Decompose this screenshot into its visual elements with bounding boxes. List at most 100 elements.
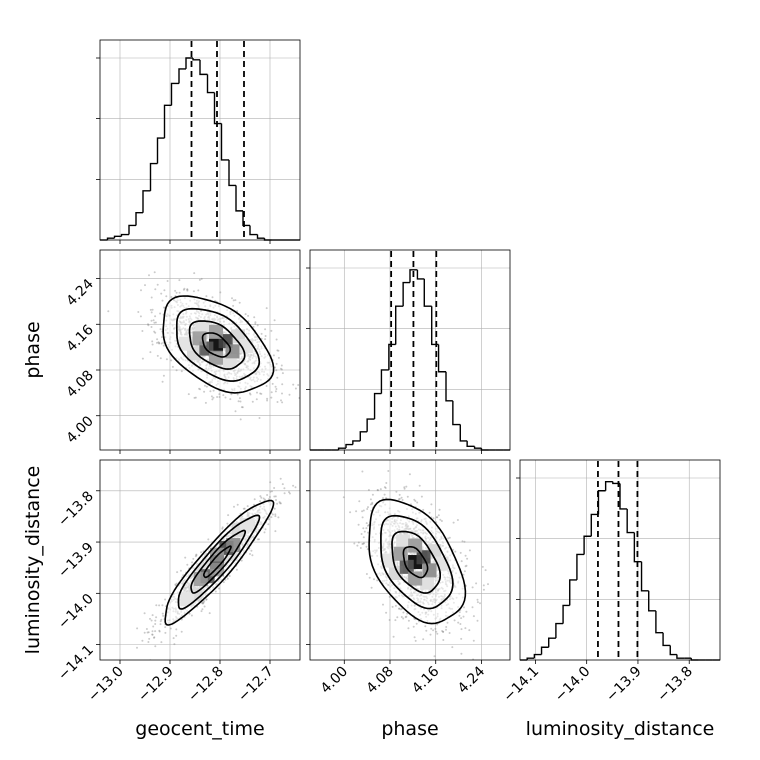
sample-point [279, 502, 282, 505]
density-cell-core [408, 538, 423, 553]
sample-point [222, 581, 225, 584]
histogram-bin [142, 190, 151, 213]
sample-point [204, 384, 206, 387]
sample-point [273, 319, 276, 322]
histogram-bin [640, 561, 649, 592]
histogram-bin [626, 508, 635, 534]
sample-point [163, 289, 166, 292]
histogram-bin [170, 82, 179, 106]
sample-point [362, 527, 365, 530]
sample-point [388, 595, 391, 598]
sample-point [239, 400, 242, 403]
sample-point [229, 398, 232, 401]
sample-point [422, 508, 425, 511]
sample-point [186, 563, 189, 566]
sample-point [227, 514, 230, 517]
sample-point [274, 385, 277, 388]
sample-point [207, 538, 210, 541]
histogram-phase-panel [306, 249, 511, 454]
sample-point [266, 399, 269, 402]
sample-point [212, 396, 215, 399]
sample-point [436, 632, 439, 635]
sample-point [463, 606, 465, 609]
histogram-bin [409, 269, 418, 283]
sample-point [398, 607, 401, 610]
sample-point [232, 304, 235, 307]
sample-point [175, 634, 178, 637]
sample-point [457, 621, 460, 624]
histogram-bin [220, 123, 229, 161]
sample-point [264, 338, 267, 341]
sample-point [385, 497, 388, 500]
sample-point [472, 639, 475, 642]
sample-point [141, 330, 144, 332]
sample-point [402, 617, 405, 620]
histogram-bin [597, 490, 606, 515]
sample-point [479, 602, 481, 605]
sample-point [186, 288, 189, 291]
sample-point [154, 288, 157, 291]
sample-point [368, 576, 371, 579]
sample-point [262, 497, 265, 500]
sample-point [143, 631, 146, 634]
sample-point [260, 496, 263, 499]
sample-point [258, 417, 261, 419]
sample-point [150, 296, 153, 299]
sample-point [458, 611, 461, 614]
sample-point [195, 554, 198, 557]
sample-point [342, 496, 345, 499]
sample-point [255, 398, 258, 401]
sample-point [228, 575, 231, 577]
histogram-bin [113, 235, 122, 239]
sample-point [481, 565, 484, 568]
sample-point [275, 362, 278, 365]
x-axis-label-phase: phase [381, 718, 438, 740]
histogram-bin [604, 480, 613, 491]
sample-point [154, 623, 157, 625]
sample-point [151, 633, 154, 636]
histogram-bin [416, 269, 425, 280]
sample-point [149, 308, 152, 311]
sample-point [249, 553, 251, 555]
sample-point [454, 550, 457, 553]
sample-point [175, 369, 178, 372]
sample-point [146, 631, 149, 634]
sample-point [382, 603, 384, 606]
sample-point [398, 493, 401, 496]
sample-point [270, 391, 273, 394]
sample-point [283, 492, 286, 495]
sample-point [448, 632, 451, 634]
sample-point [471, 586, 474, 589]
sample-point [147, 323, 149, 326]
sample-point [458, 614, 461, 617]
sample-point [226, 522, 229, 525]
sample-point [158, 604, 161, 607]
sample-point [264, 528, 267, 531]
sample-point [263, 531, 266, 534]
histogram-bin [185, 57, 193, 69]
contour-line-inner [190, 529, 246, 594]
sample-point [107, 310, 110, 313]
sample-point [383, 493, 386, 496]
histogram-bin [548, 637, 556, 648]
sample-point [236, 393, 239, 396]
sample-point [276, 376, 279, 379]
histogram-bin [120, 233, 129, 237]
sample-point [358, 500, 361, 503]
sample-point [274, 366, 277, 369]
sample-point [445, 626, 448, 628]
sample-point [482, 588, 485, 591]
sample-point [154, 331, 157, 334]
histogram-bin [590, 513, 599, 537]
sample-point [272, 354, 275, 357]
sample-point [360, 533, 363, 535]
sample-point [140, 289, 142, 292]
y-axis-label-phase: phase [22, 321, 44, 378]
histogram-bin [213, 92, 222, 125]
sample-point [151, 308, 154, 311]
sample-point [397, 498, 400, 501]
sample-point [173, 643, 176, 646]
contour-line-inner [201, 332, 232, 358]
sample-point [267, 518, 270, 521]
sample-point [174, 584, 177, 587]
